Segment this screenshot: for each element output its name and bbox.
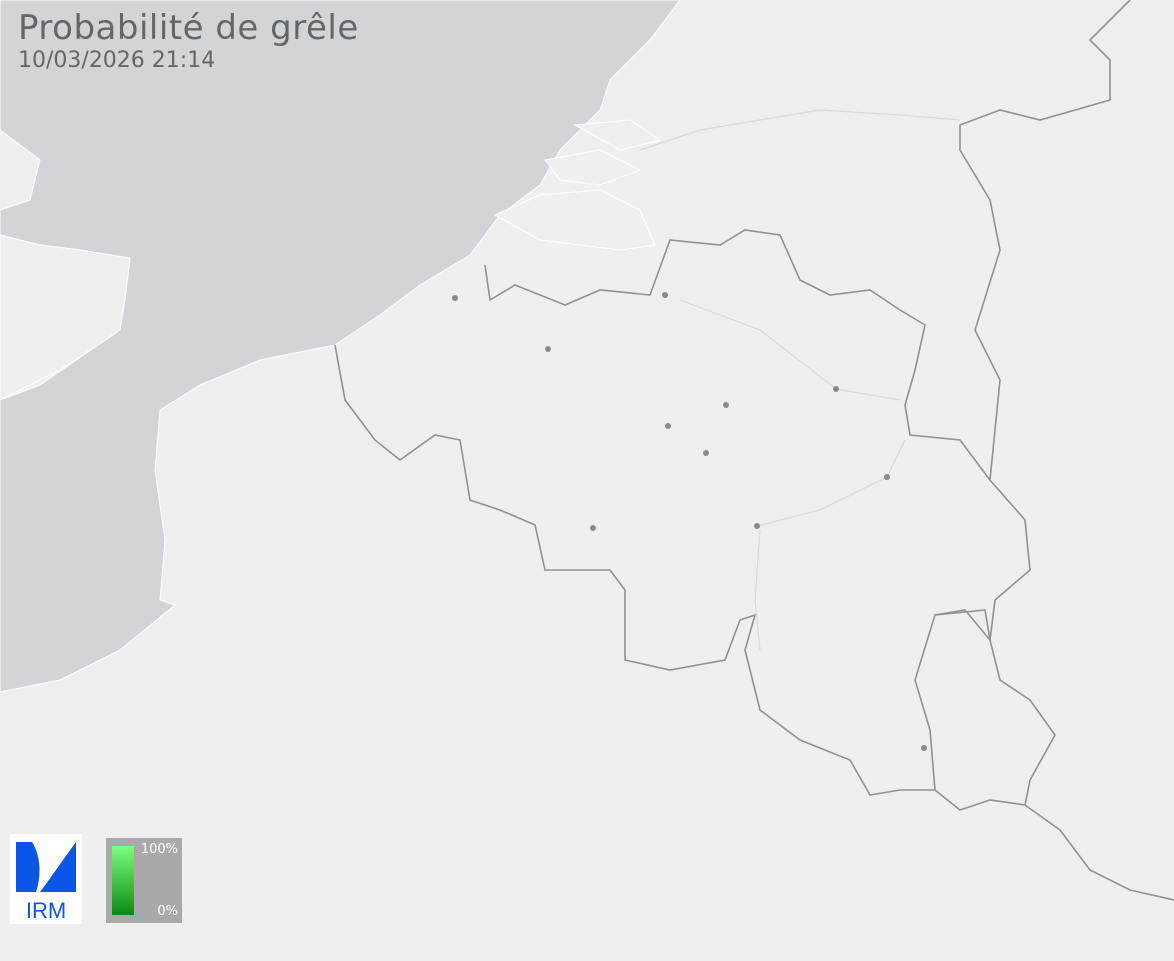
legend-min-label: 0% [157,904,178,919]
city-dot [833,386,839,392]
germany-border [959,0,1174,901]
legend-color-bar [112,846,134,915]
city-dot [921,745,927,751]
city-dot [703,450,709,456]
legend-max-label: 100% [140,842,178,857]
city-dot [545,346,551,352]
zeeland-islands [493,119,662,251]
city-dot [452,295,458,301]
luxembourg-border [934,609,1056,811]
probability-legend: 100% 0% [106,838,182,923]
england-coast [0,234,131,401]
belgium-border [334,229,1031,796]
city-markers [452,292,927,751]
irm-logo: IRM [10,834,82,924]
city-dot [590,525,596,531]
rivers [639,109,961,651]
svg-text:IRM: IRM [26,898,66,923]
city-dot [662,292,668,298]
city-dot [884,474,890,480]
map-timestamp: 10/03/2026 21:14 [18,48,216,73]
map-title: Probabilité de grêle [18,8,359,48]
city-dot [665,423,671,429]
city-dot [723,402,729,408]
city-dot [754,523,760,529]
borders [334,0,1174,901]
